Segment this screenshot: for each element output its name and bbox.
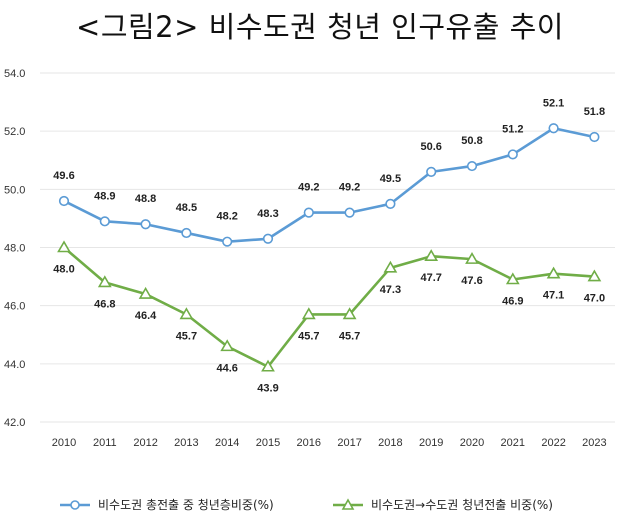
y-tick-label: 42.0 xyxy=(4,417,25,429)
data-point xyxy=(426,166,437,177)
data-point xyxy=(344,207,355,218)
data-label: 50.8 xyxy=(461,135,482,147)
data-label: 51.2 xyxy=(502,123,523,135)
legend-label: 비수도권 총전출 중 청년층비중(%) xyxy=(98,498,274,512)
data-point xyxy=(383,260,398,273)
x-tick-label: 2012 xyxy=(133,437,157,449)
data-point xyxy=(507,149,518,160)
data-label: 47.1 xyxy=(543,290,564,302)
x-tick-label: 2016 xyxy=(297,437,321,449)
data-label: 49.5 xyxy=(380,173,401,185)
data-point xyxy=(97,275,112,288)
data-label: 46.4 xyxy=(135,310,157,322)
data-label: 43.9 xyxy=(257,383,278,395)
data-point xyxy=(589,131,600,143)
data-label: 45.7 xyxy=(176,330,197,342)
x-tick-label: 2015 xyxy=(256,437,280,449)
data-point xyxy=(424,249,439,262)
data-point xyxy=(587,269,602,282)
data-label: 51.8 xyxy=(584,106,605,118)
data-label: 49.2 xyxy=(339,182,360,194)
chart-title: <그림2> 비수도권 청년 인구유출 추이 xyxy=(76,10,564,44)
x-tick-label: 2022 xyxy=(541,437,565,449)
data-point xyxy=(548,123,559,134)
data-point xyxy=(99,216,110,227)
data-point xyxy=(303,207,314,218)
data-label: 45.7 xyxy=(339,330,360,342)
series-line xyxy=(63,246,595,369)
data-label: 48.5 xyxy=(176,202,197,214)
data-point xyxy=(301,307,316,320)
legend-marker xyxy=(70,500,80,510)
data-label: 47.6 xyxy=(461,275,482,287)
x-tick-label: 2017 xyxy=(337,437,361,449)
y-tick-label: 50.0 xyxy=(4,184,25,196)
data-label: 52.1 xyxy=(543,97,564,109)
x-tick-label: 2013 xyxy=(174,437,198,449)
x-tick-label: 2014 xyxy=(215,437,239,449)
data-label: 47.0 xyxy=(584,293,605,305)
data-point xyxy=(138,286,153,299)
x-tick-label: 2023 xyxy=(582,437,606,449)
data-label: 48.9 xyxy=(94,190,115,202)
data-point xyxy=(342,307,357,320)
data-point xyxy=(140,219,151,230)
data-label: 49.2 xyxy=(298,182,319,194)
data-point xyxy=(220,339,235,352)
data-point xyxy=(466,160,478,172)
data-point xyxy=(58,195,70,207)
legend-marker xyxy=(341,498,355,510)
data-point xyxy=(505,272,520,285)
data-point xyxy=(261,359,275,372)
data-label: 46.8 xyxy=(94,298,115,310)
data-label: 47.7 xyxy=(420,272,441,284)
data-label: 48.8 xyxy=(135,193,156,205)
y-tick-label: 44.0 xyxy=(4,359,25,371)
x-tick-label: 2020 xyxy=(460,437,484,449)
data-point xyxy=(546,266,561,279)
x-tick-label: 2018 xyxy=(378,437,402,449)
y-tick-label: 46.0 xyxy=(4,301,25,313)
x-tick-label: 2019 xyxy=(419,437,443,449)
data-label: 48.0 xyxy=(53,264,74,276)
data-label: 46.9 xyxy=(502,295,523,307)
data-label: 49.6 xyxy=(53,170,74,182)
data-label: 48.3 xyxy=(257,208,278,220)
data-label: 44.6 xyxy=(216,362,237,374)
data-label: 45.7 xyxy=(298,330,319,342)
x-tick-label: 2021 xyxy=(501,437,525,449)
y-tick-label: 52.0 xyxy=(4,126,25,138)
data-point xyxy=(179,307,194,320)
data-label: 50.6 xyxy=(420,141,441,153)
data-point xyxy=(181,227,192,239)
legend-label: 비수도권→수도권 청년전출 비중(%) xyxy=(371,498,553,512)
x-tick-label: 2010 xyxy=(52,437,76,449)
data-point xyxy=(465,252,479,264)
y-tick-label: 48.0 xyxy=(4,243,25,255)
y-tick-label: 54.0 xyxy=(4,68,25,80)
data-point xyxy=(57,240,71,253)
data-point xyxy=(385,198,396,209)
x-tick-label: 2011 xyxy=(93,437,117,449)
data-point xyxy=(262,233,274,244)
data-point xyxy=(222,236,233,247)
series-line xyxy=(63,126,595,243)
data-label: 47.3 xyxy=(380,284,401,296)
data-label: 48.2 xyxy=(216,211,237,223)
